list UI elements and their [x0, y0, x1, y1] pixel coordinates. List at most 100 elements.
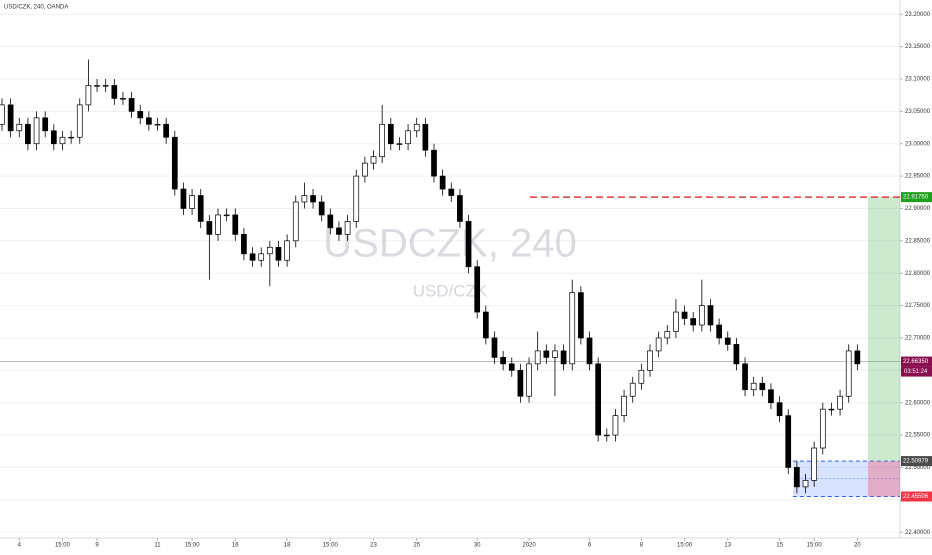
- x-tick-label: 13: [724, 543, 731, 549]
- candle-body: [733, 344, 740, 365]
- grid: [0, 13, 900, 533]
- candle-body: [353, 175, 360, 222]
- candle-body: [344, 221, 351, 235]
- candle-body: [431, 149, 437, 177]
- candle-body: [647, 350, 653, 371]
- candle-body: [318, 201, 325, 216]
- candle-body: [7, 104, 14, 132]
- candle-body: [603, 434, 610, 437]
- candle-body: [457, 195, 463, 222]
- candle-body: [819, 408, 826, 449]
- candle-body: [0, 104, 5, 125]
- x-tick-label: 4: [18, 543, 22, 549]
- candle-body: [698, 305, 705, 326]
- candle-body: [146, 117, 152, 125]
- watermark-sub: USD/CZK: [413, 281, 488, 300]
- watermark: USDCZK, 240: [323, 222, 576, 266]
- candle-body: [59, 136, 66, 145]
- candle-body: [33, 117, 40, 145]
- candle-body: [768, 389, 774, 404]
- candle-body: [465, 221, 472, 268]
- candle-body: [673, 311, 679, 332]
- candle-body: [707, 305, 714, 326]
- x-tick-label: 25: [413, 543, 420, 549]
- countdown-tag: [901, 366, 932, 377]
- candle-body: [76, 104, 83, 138]
- candle-body: [724, 337, 731, 345]
- target-tag: [901, 192, 932, 203]
- candle-body: [362, 162, 368, 177]
- entry-tag: [901, 456, 932, 467]
- x-tick-label: 15:00: [55, 543, 71, 549]
- candle-body: [189, 195, 195, 209]
- x-tick-label: 30: [474, 543, 481, 549]
- candle-body: [258, 253, 265, 261]
- y-tick-label: 23.15000: [905, 44, 931, 50]
- candle-body: [232, 214, 239, 235]
- candle-body: [526, 363, 532, 397]
- candle-body: [223, 214, 230, 217]
- x-tick-label: 16: [232, 543, 239, 549]
- candle-body: [845, 350, 852, 397]
- candle-body: [508, 363, 515, 371]
- current-price-tag: [901, 356, 932, 367]
- candle-body: [370, 156, 377, 164]
- candle-body: [776, 402, 783, 416]
- candle-body: [828, 408, 835, 411]
- x-tick-label: 11: [154, 543, 161, 549]
- x-tick-label: 15:00: [677, 543, 693, 549]
- candle-body: [422, 123, 429, 151]
- candle-body: [292, 201, 299, 242]
- candle-body: [854, 350, 861, 365]
- y-tick-label: 23.05000: [905, 109, 931, 115]
- candle-body: [94, 85, 100, 87]
- candle-body: [716, 324, 722, 339]
- candle-body: [16, 123, 23, 132]
- target-zone: [868, 197, 900, 462]
- candle-body: [500, 357, 506, 365]
- y-tick-label: 22.80000: [905, 271, 931, 277]
- candle-body: [491, 337, 498, 358]
- candle-body: [837, 395, 843, 410]
- candle-body: [621, 395, 627, 416]
- current-price-label: 22.66350: [903, 359, 929, 365]
- entry-label: 22.50979: [903, 459, 929, 465]
- y-tick-label: 22.95000: [905, 174, 931, 180]
- candle-body: [474, 266, 481, 313]
- candle-body: [448, 188, 455, 196]
- candle-body: [405, 130, 411, 145]
- candle-body: [327, 214, 334, 229]
- candle-body: [802, 480, 809, 488]
- candle-body: [197, 195, 204, 222]
- candle-body: [586, 337, 593, 365]
- candle-body: [310, 195, 316, 203]
- y-tick-label: 22.55000: [905, 433, 931, 439]
- countdown: 03:51:24: [904, 369, 928, 375]
- candle-body: [42, 117, 49, 132]
- y-tick-label: 22.90000: [905, 206, 931, 212]
- x-tick-label: 15:00: [807, 543, 823, 549]
- candle-body: [284, 240, 290, 261]
- chart-title: USD/CZK, 240, OANDA: [4, 5, 68, 11]
- candle-body: [68, 136, 74, 139]
- x-tick-label: 23: [370, 543, 377, 549]
- candle-body: [163, 123, 170, 138]
- candle-body: [171, 136, 178, 190]
- y-tick-label: 23.00000: [905, 141, 931, 147]
- candle-body: [249, 253, 256, 261]
- candle-body: [612, 415, 619, 436]
- candle-body: [154, 123, 161, 126]
- candle-body: [396, 143, 403, 145]
- stop-zone: [868, 461, 900, 497]
- candle-body: [482, 311, 489, 339]
- y-tick-label: 22.75000: [905, 303, 931, 309]
- y-tick-label: 23.20000: [905, 12, 931, 18]
- candle-body: [664, 331, 671, 339]
- candle-body: [387, 123, 394, 145]
- candle-body: [241, 234, 247, 255]
- candle-body: [180, 188, 187, 209]
- candle-body: [128, 98, 135, 112]
- candle-body: [552, 350, 558, 358]
- candle-body: [569, 292, 576, 365]
